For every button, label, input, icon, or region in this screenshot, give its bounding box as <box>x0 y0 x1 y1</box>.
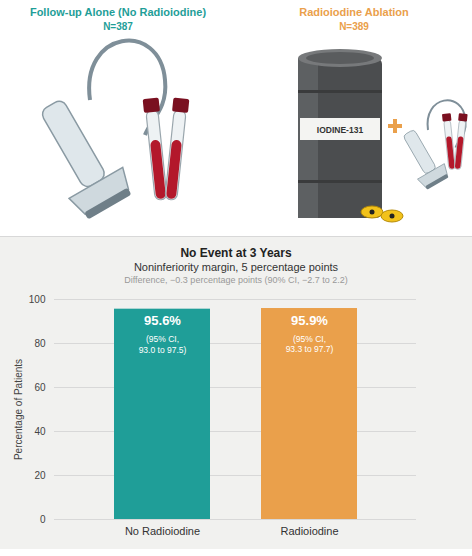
svg-text:No Radioiodine: No Radioiodine <box>125 525 200 537</box>
svg-text:N=389: N=389 <box>339 21 369 32</box>
svg-text:95.6%: 95.6% <box>144 313 181 328</box>
svg-text:60: 60 <box>34 382 46 393</box>
svg-text:(95% CI,93.0 to 97.5): (95% CI,93.0 to 97.5) <box>139 334 187 354</box>
html-text:Difference, −0.3 percentage po: Difference, −0.3 percentage points (90% … <box>124 275 348 285</box>
svg-text:N=387: N=387 <box>103 21 133 32</box>
svg-text:Follow-up Alone (No Radioiodin: Follow-up Alone (No Radioiodine) <box>30 6 207 18</box>
svg-text:(95% CI,93.3 to 97.7): (95% CI,93.3 to 97.7) <box>286 334 334 354</box>
svg-text:95.9%: 95.9% <box>291 313 328 328</box>
svg-text:IODINE-131: IODINE-131 <box>317 125 364 135</box>
svg-text:100: 100 <box>29 294 46 305</box>
html-text:Noninferiority margin, 5 perce: Noninferiority margin, 5 percentage poin… <box>133 261 339 273</box>
svg-text:Radioiodine Ablation: Radioiodine Ablation <box>299 6 409 18</box>
svg-text:Radioiodine: Radioiodine <box>280 525 338 537</box>
svg-text:Percentage of Patients: Percentage of Patients <box>13 359 24 460</box>
svg-text:80: 80 <box>34 338 46 349</box>
svg-text:40: 40 <box>34 426 46 437</box>
html-text:No Event at 3 Years: No Event at 3 Years <box>180 246 292 260</box>
svg-text:20: 20 <box>34 470 46 481</box>
svg-text:0: 0 <box>40 514 46 525</box>
